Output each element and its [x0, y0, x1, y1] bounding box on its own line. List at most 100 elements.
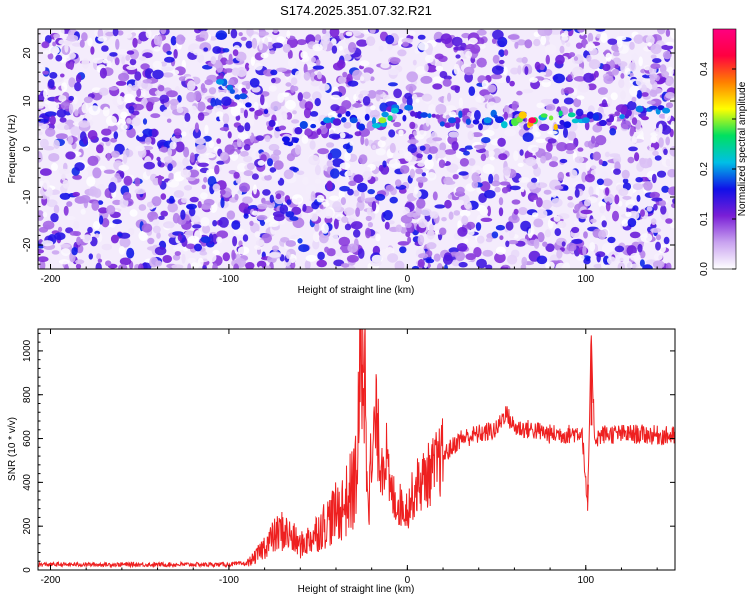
heatmap-cell	[220, 57, 228, 66]
heatmap-cell	[88, 105, 101, 116]
heatmap-cell	[73, 231, 81, 237]
heatmap-cell	[367, 222, 373, 228]
heatmap-cell	[272, 171, 281, 182]
heatmap-cell	[655, 241, 661, 251]
heatmap-cell	[146, 101, 154, 112]
heatmap-cell	[99, 87, 109, 96]
heatmap-cell	[90, 46, 95, 55]
x-tick-label: -100	[219, 274, 239, 285]
heatmap-cell	[507, 34, 520, 40]
heatmap-cell	[283, 169, 294, 180]
heatmap-cell	[453, 63, 460, 75]
heatmap-cell	[612, 210, 619, 222]
heatmap-cell	[245, 262, 255, 269]
heatmap-cell	[41, 41, 50, 49]
tone-mark	[410, 110, 416, 117]
heatmap-cell	[172, 254, 181, 261]
heatmap-cell	[126, 247, 135, 259]
colorbar-tick-label: 0.1	[699, 212, 710, 226]
heatmap-cell	[532, 212, 539, 218]
heatmap-cell	[536, 208, 548, 219]
heatmap-cell	[577, 147, 584, 152]
heatmap-cell	[488, 150, 495, 157]
heatmap-cell	[314, 98, 321, 107]
heatmap-cell	[154, 246, 167, 256]
heatmap-cell	[424, 63, 429, 72]
heatmap-cell	[476, 258, 487, 269]
heatmap-cell	[167, 147, 172, 157]
tone-mark	[372, 123, 381, 129]
heatmap-cell	[399, 206, 411, 215]
heatmap-cell	[294, 70, 302, 80]
heatmap-cell	[567, 130, 577, 141]
heatmap-cell	[601, 220, 607, 228]
heatmap-cell	[416, 153, 423, 159]
heatmap-cell	[200, 216, 210, 227]
heatmap-cell	[498, 207, 504, 217]
tone-mark	[609, 114, 615, 123]
heatmap-cell	[66, 34, 79, 42]
heatmap-cell	[66, 201, 73, 207]
heatmap-cell	[484, 189, 496, 199]
heatmap-cell	[38, 151, 43, 163]
heatmap-cell	[310, 79, 321, 87]
heatmap-cell	[38, 226, 49, 233]
tone-mark	[586, 111, 594, 119]
heatmap-cell	[465, 253, 477, 261]
heatmap-cell	[633, 86, 638, 97]
heatmap-cell	[470, 63, 477, 69]
heatmap-cell	[190, 215, 201, 223]
heatmap-cell	[79, 195, 91, 204]
tone-mark	[559, 119, 565, 126]
heatmap-cell	[102, 58, 109, 64]
heatmap-cell	[550, 198, 563, 208]
heatmap-cell	[173, 246, 184, 251]
tone-peak	[378, 117, 387, 124]
heatmap-cell	[60, 101, 71, 110]
heatmap-cell	[650, 63, 661, 70]
heatmap-cell	[572, 66, 584, 78]
tone-mark	[548, 115, 554, 121]
heatmap-cell	[417, 162, 425, 167]
heatmap-cell	[276, 67, 288, 73]
heatmap-cell	[289, 216, 299, 221]
heatmap-cell	[114, 57, 120, 66]
heatmap-cell	[158, 85, 165, 92]
heatmap-cell	[149, 256, 159, 268]
heatmap-cell	[464, 201, 472, 210]
heatmap-cell	[610, 92, 618, 101]
heatmap-cell	[622, 178, 629, 184]
heatmap-cell	[671, 83, 675, 89]
heatmap-cell	[432, 83, 443, 90]
heatmap-cell	[222, 113, 230, 124]
y-tick-label: 600	[22, 430, 33, 447]
heatmap-cell	[39, 260, 46, 269]
tone-mark	[563, 121, 572, 129]
heatmap-cell	[243, 144, 251, 151]
heatmap-cell	[304, 101, 314, 111]
heatmap-cell	[356, 39, 368, 47]
heatmap-cell	[613, 168, 621, 175]
heatmap-cell	[498, 59, 505, 65]
heatmap-cell	[159, 94, 170, 104]
heatmap-cell	[364, 166, 371, 172]
heatmap-cell	[69, 61, 74, 71]
heatmap-cell	[565, 149, 575, 155]
heatmap-cell	[511, 199, 521, 205]
heatmap-cell	[492, 54, 500, 64]
heatmap-cell	[97, 258, 103, 263]
heatmap-cell	[118, 72, 130, 82]
heatmap-cell	[593, 263, 603, 269]
heatmap-cell	[531, 177, 538, 183]
heatmap-cell	[106, 60, 112, 68]
heatmap-cell	[444, 180, 456, 185]
heatmap-cell	[146, 201, 153, 208]
heatmap-cell	[108, 181, 117, 193]
heatmap-cell	[317, 148, 329, 155]
tone-peak	[448, 117, 456, 124]
heatmap-cell	[152, 225, 161, 234]
heatmap-cell	[533, 238, 540, 249]
heatmap-cell	[389, 57, 401, 64]
heatmap-cell	[494, 186, 501, 193]
heatmap-cell	[627, 100, 637, 111]
